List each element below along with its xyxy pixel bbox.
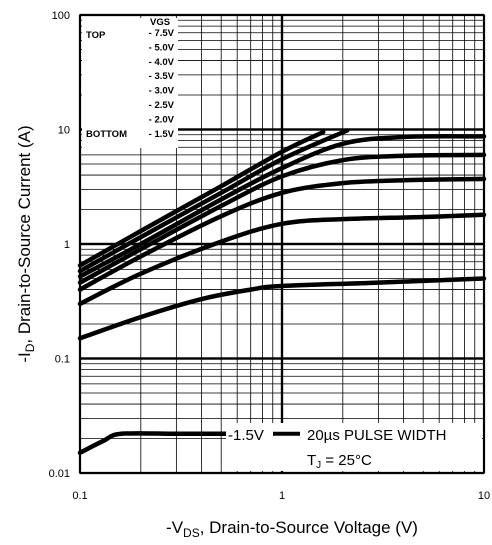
y-tick-label: 100 [52, 10, 70, 22]
annotation-background [226, 423, 482, 471]
junction-temp-label: TJ = 25°C [307, 452, 372, 471]
y-tick-label: 0.01 [49, 468, 70, 480]
legend-entry: - 3.0V [149, 86, 175, 97]
y-label-suffix: , Drain-to-Source Current (A) [15, 125, 34, 343]
y-tick-label: 0.1 [55, 354, 70, 366]
test-conditions-annotation: -1.5V 20µs PULSE WIDTH TJ = 25°C [226, 423, 482, 471]
tj-suffix: = 25°C [321, 452, 372, 469]
series-line [77, 176, 487, 292]
series-line [77, 152, 487, 285]
x-label-prefix: -V [166, 518, 184, 537]
legend-entry: - 7.5V [149, 28, 175, 39]
legend-bottom-label: BOTTOM [86, 129, 127, 140]
legend-entry: - 4.0V [149, 57, 175, 68]
legend-top-label: TOP [86, 30, 106, 41]
series-lines [77, 128, 487, 456]
legend-background [82, 18, 178, 148]
y-label-prefix: -I [15, 352, 34, 362]
x-tick-label: 1 [279, 490, 285, 502]
series-line [77, 128, 350, 274]
legend-entry: - 3.5V [149, 71, 175, 82]
grid [78, 13, 486, 475]
x-axis-label: -VDS, Drain-to-Source Voltage (V) [166, 518, 418, 540]
x-label-suffix: , Drain-to-Source Voltage (V) [200, 518, 418, 537]
curve-label-1-5v: -1.5V [228, 427, 264, 444]
y-label-subscript: D [23, 343, 37, 352]
series-line [77, 134, 487, 279]
legend-header: VGS [150, 17, 170, 28]
x-label-subscript: DS [183, 526, 200, 540]
y-axis-label: -ID, Drain-to-Source Current (A) [15, 125, 37, 362]
series-line [77, 212, 487, 307]
pulse-width-label: 20µs PULSE WIDTH [307, 427, 447, 444]
x-tick-label: 0.1 [72, 490, 87, 502]
y-tick-label: 10 [58, 125, 70, 137]
y-tick-label: 1 [64, 239, 70, 251]
series-line [77, 276, 487, 341]
legend: VGS TOP BOTTOM - 7.5V- 5.0V- 4.0V- 3.5V-… [82, 17, 178, 148]
legend-entry: - 5.0V [149, 42, 175, 53]
legend-entries: - 7.5V - 5.0V - 4.0V - 3.5V - 3.0V - 2.5V - 2.… [149, 28, 175, 140]
tj-subscript: J [316, 460, 321, 471]
series-line [77, 129, 326, 268]
series-line [77, 431, 240, 456]
plot-frame [79, 14, 485, 474]
tj-prefix: T [307, 452, 316, 469]
legend-entry: - 2.5V [149, 100, 175, 111]
legend-entry: - 1.5V [149, 129, 175, 140]
legend-entry: - 2.0V [149, 114, 175, 125]
x-tick-label: 10 [478, 490, 490, 502]
